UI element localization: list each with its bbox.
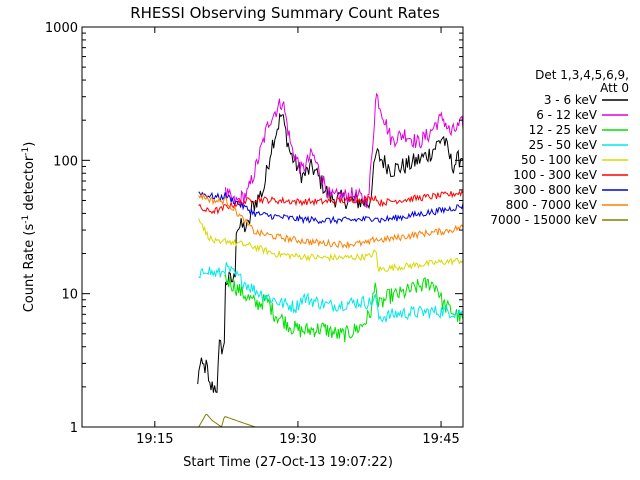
- series-line: [198, 192, 464, 250]
- legend-entry-label: 800 - 7000 keV: [506, 198, 598, 212]
- x-tick-label: 19:30: [279, 432, 316, 447]
- legend-entry-label: 6 - 12 keV: [536, 108, 598, 122]
- series-line: [224, 274, 464, 342]
- chart-title: RHESSI Observing Summary Count Rates: [130, 4, 440, 22]
- series-line: [198, 218, 464, 272]
- series-line: [224, 92, 464, 209]
- series-line: [197, 112, 464, 394]
- y-axis-label: Count Rate (s-1 detector-1): [21, 142, 37, 313]
- plot-frame: [81, 26, 464, 428]
- y-axis-label-sup-1: -1: [21, 215, 31, 224]
- series-layer: [197, 92, 464, 428]
- y-tick-label: 10: [61, 288, 78, 303]
- legend-entry-label: 300 - 800 keV: [513, 183, 597, 197]
- y-axis-label-tail: detector: [22, 155, 37, 215]
- x-tick-label: 19:15: [136, 432, 173, 447]
- series-line: [198, 191, 464, 225]
- series-line: [198, 262, 464, 323]
- x-axis-label: Start Time (27-Oct-13 19:07:22): [183, 455, 393, 470]
- y-axis-label-close: ): [22, 142, 37, 147]
- legend-header: Att 0: [600, 81, 629, 95]
- y-axis-label-sup-2: -1: [21, 147, 31, 156]
- legend-entry-label: 25 - 50 keV: [529, 138, 598, 152]
- legend-entry-label: 100 - 300 keV: [513, 168, 597, 182]
- y-axis-label-main: Count Rate (s: [22, 224, 37, 313]
- axis-layer: 19:15 19:30 19:45 1 10 100 1000: [45, 21, 463, 447]
- x-tick-label: 19:45: [422, 432, 459, 447]
- legend-entry-label: 12 - 25 keV: [529, 123, 598, 137]
- legend-header: Det 1,3,4,5,6,9,: [535, 68, 629, 82]
- legend-entry-label: 7000 - 15000 keV: [490, 213, 597, 227]
- y-tick-label: 1000: [45, 21, 78, 36]
- y-tick-label: 100: [53, 154, 78, 169]
- legend-entry-label: 3 - 6 keV: [544, 93, 598, 107]
- legend-entry-label: 50 - 100 keV: [521, 153, 598, 167]
- y-tick-label: 1: [70, 421, 78, 436]
